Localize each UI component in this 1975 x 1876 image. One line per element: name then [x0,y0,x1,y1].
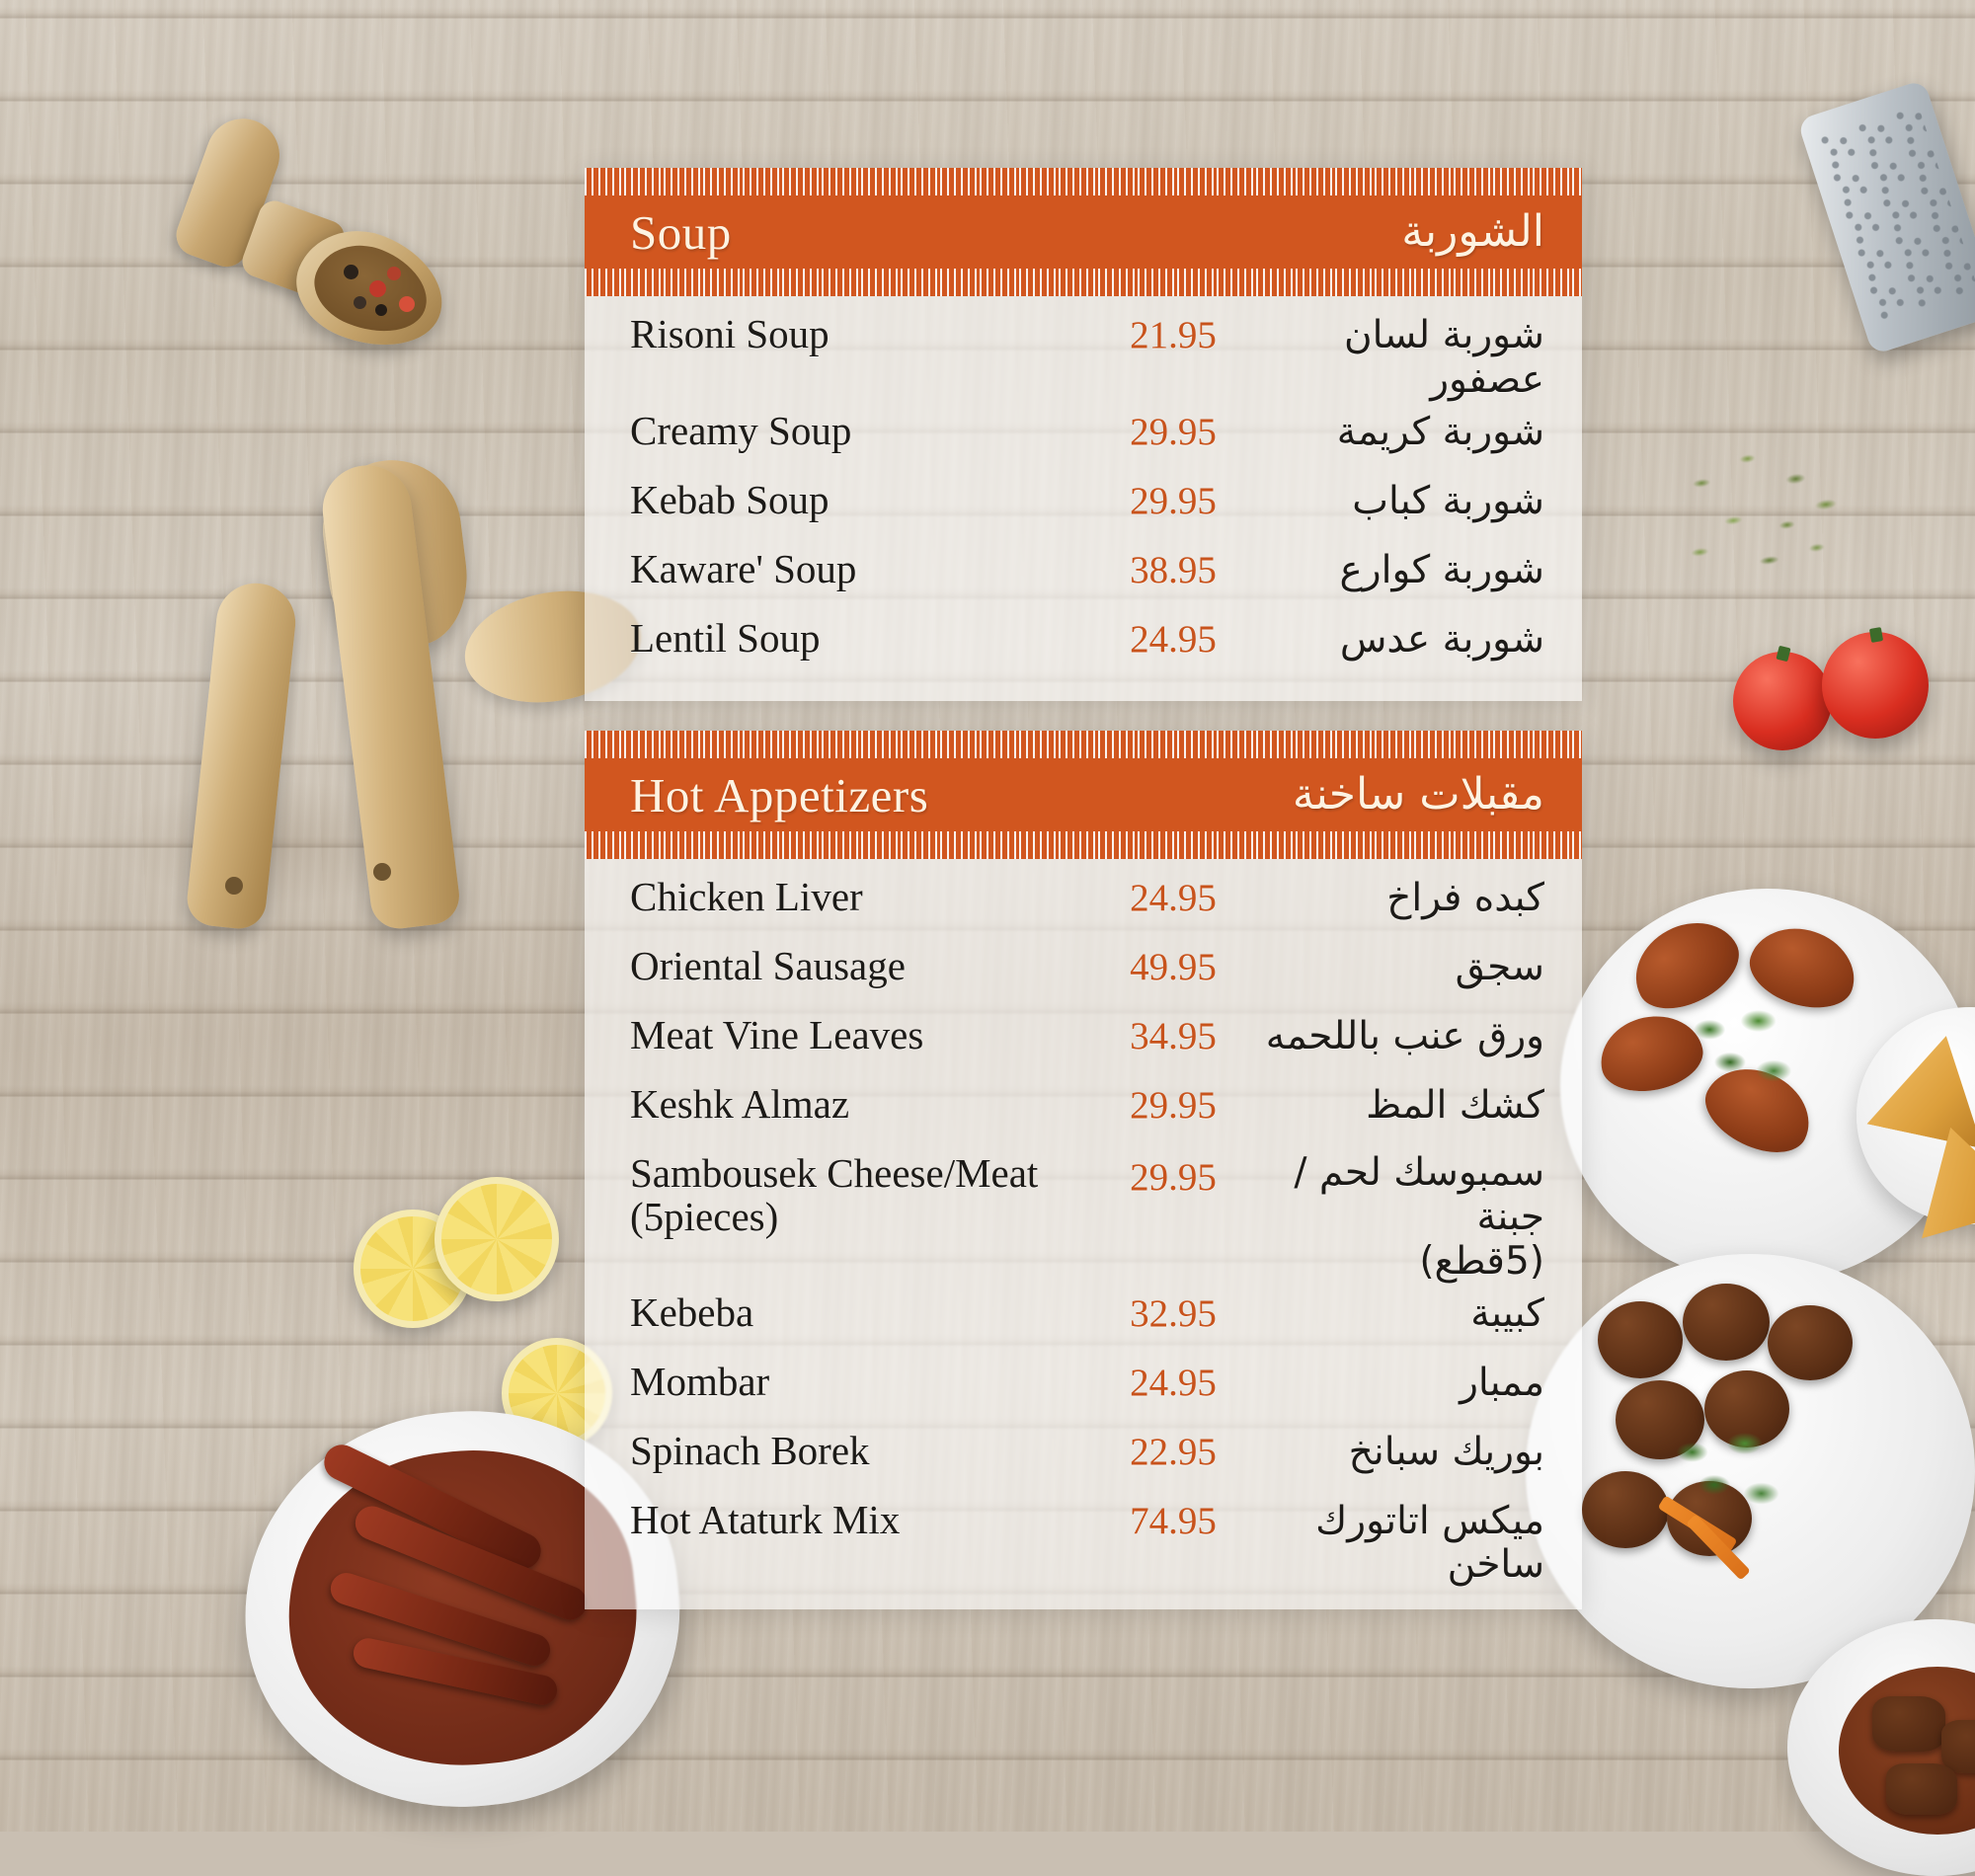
kofta-piece [1683,1284,1770,1361]
item-name-en: Hot Ataturk Mix [630,1496,901,1542]
menu-items-soup: Risoni Soup 21.95 شوربة لسان عصفور Cream… [585,296,1582,701]
item-name-ar: سمبوسك لحم /جبنة (5قطع) [1252,1150,1544,1285]
kofta-piece [1582,1471,1669,1548]
item-name-ar-sub: (5قطع) [1419,1238,1544,1284]
item-price: 34.95 [1130,1015,1217,1057]
tomato [1733,652,1832,750]
menu-item-row[interactable]: Kebab Soup 29.95 شوربة كباب [630,472,1544,541]
item-price: 24.95 [1130,1361,1217,1404]
spatula-hole [225,877,243,895]
item-price: 32.95 [1130,1291,1217,1335]
tomato-stem [1868,627,1884,643]
item-name-ar: شوربة عدس [1339,616,1544,662]
section-title-en: Hot Appetizers [630,767,929,822]
item-name-en: Kebeba [630,1289,754,1335]
item-price: 74.95 [1130,1499,1217,1542]
menu-item-row[interactable]: Lentil Soup 24.95 شوربة عدس [630,610,1544,679]
item-name-en: Creamy Soup [630,407,852,453]
item-name-en: Kaware' Soup [630,545,857,591]
ornamental-border-top [585,731,1582,758]
item-price: 49.95 [1130,946,1217,988]
peppercorn-icon [344,265,358,279]
item-name-en: Sambousek Cheese/Meat (5pieces) [630,1151,1094,1239]
item-name-ar: شوربة كريمة [1336,409,1544,454]
menu-section-hot-appetizers: Hot Appetizers مقبلات ساخنة Chicken Live… [585,731,1582,1610]
menu-item-row[interactable]: Spinach Borek 22.95 بوريك سبانخ [630,1423,1544,1492]
item-name-ar: بوريك سبانخ [1348,1429,1544,1474]
ornamental-border-bottom [585,831,1582,859]
section-header-hot-appetizers: Hot Appetizers مقبلات ساخنة [585,758,1582,831]
item-name-ar: سجق [1455,945,1544,989]
section-title-ar: مقبلات ساخنة [1292,769,1544,820]
item-price: 29.95 [1130,410,1217,453]
peppercorn-icon [369,280,386,297]
kofta-piece [1768,1305,1853,1380]
item-name-en: Chicken Liver [630,874,863,919]
item-name-ar: شوربة كوارع [1339,547,1544,592]
menu-item-row[interactable]: Meat Vine Leaves 34.95 ورق عنب باللحمه [630,1007,1544,1076]
item-price: 24.95 [1130,877,1217,919]
menu-item-row[interactable]: Chicken Liver 24.95 كبده فراخ [630,869,1544,938]
item-name-en: Mombar [630,1358,770,1404]
item-price: 38.95 [1130,548,1217,591]
item-name-ar: كشك المظ [1366,1083,1544,1128]
item-name-en-sub: (5pieces) [630,1194,779,1240]
peppercorn-icon [387,267,401,280]
item-name-en: Lentil Soup [630,614,821,661]
menu-items-hot-appetizers: Chicken Liver 24.95 كبده فراخ Oriental S… [585,859,1582,1609]
meat-chunk [1886,1763,1957,1815]
section-title-ar: الشوربة [1401,206,1544,257]
menu-item-row[interactable]: Keshk Almaz 29.95 كشك المظ [630,1076,1544,1145]
menu-item-row[interactable]: Creamy Soup 29.95 شوربة كريمة [630,403,1544,472]
item-name-en-main: Sambousek Cheese/Meat [630,1150,1039,1196]
item-name-ar: كبده فراخ [1386,876,1544,920]
item-price: 29.95 [1130,479,1217,522]
parsley-garnish [1679,999,1807,1108]
item-price: 21.95 [1130,314,1217,356]
item-name-ar: ميكس اتاتورك ساخن [1315,1498,1544,1588]
peppercorn-icon [375,304,387,316]
item-name-en: Oriental Sausage [630,943,906,988]
item-name-en: Kebab Soup [630,476,830,522]
menu-section-soup: Soup الشوربة Risoni Soup 21.95 شوربة لسا… [585,168,1582,701]
peppercorn-icon [399,296,415,312]
menu-item-row[interactable]: Hot Ataturk Mix 74.95 ميكس اتاتورك ساخن [630,1492,1544,1589]
tomato [1822,632,1929,739]
menu-item-row[interactable]: Mombar 24.95 ممبار [630,1354,1544,1423]
item-name-ar: ورق عنب باللحمه [1265,1014,1544,1058]
peppercorn-icon [354,296,366,309]
item-name-en: Keshk Almaz [630,1081,850,1127]
item-price: 29.95 [1130,1084,1217,1127]
spatula-hole [373,863,391,881]
item-name-ar: ممبار [1460,1360,1544,1405]
menu-item-row[interactable]: Sambousek Cheese/Meat (5pieces) 29.95 سم… [630,1145,1544,1285]
menu-item-row[interactable]: Risoni Soup 21.95 شوربة لسان عصفور [630,306,1544,403]
item-name-ar: كبيبة [1470,1290,1544,1336]
meat-chunk [1872,1696,1945,1752]
menu-item-row[interactable]: Kaware' Soup 38.95 شوربة كوارع [630,541,1544,610]
item-price: 22.95 [1130,1430,1217,1473]
item-price: 29.95 [1130,1156,1217,1199]
meat-chunk [1941,1720,1975,1773]
menu-item-row[interactable]: Oriental Sausage 49.95 سجق [630,938,1544,1007]
kofta-piece [1598,1301,1683,1378]
item-name-en: Meat Vine Leaves [630,1012,924,1057]
item-name-ar: شوربة كباب [1352,478,1544,523]
item-name-en: Spinach Borek [630,1427,870,1473]
item-name-en: Risoni Soup [630,311,830,356]
lemon-slice [434,1177,559,1301]
item-name-ar-main: سمبوسك لحم /جبنة [1294,1150,1544,1239]
dried-herbs [1659,427,1866,600]
ornamental-border-top [585,168,1582,195]
section-header-soup: Soup الشوربة [585,195,1582,269]
item-name-ar: شوربة لسان عصفور [1343,313,1544,402]
item-price: 24.95 [1130,617,1217,661]
section-title-en: Soup [630,204,732,260]
ornamental-border-bottom [585,269,1582,296]
menu-item-row[interactable]: Kebeba 32.95 كبيبة [630,1285,1544,1354]
